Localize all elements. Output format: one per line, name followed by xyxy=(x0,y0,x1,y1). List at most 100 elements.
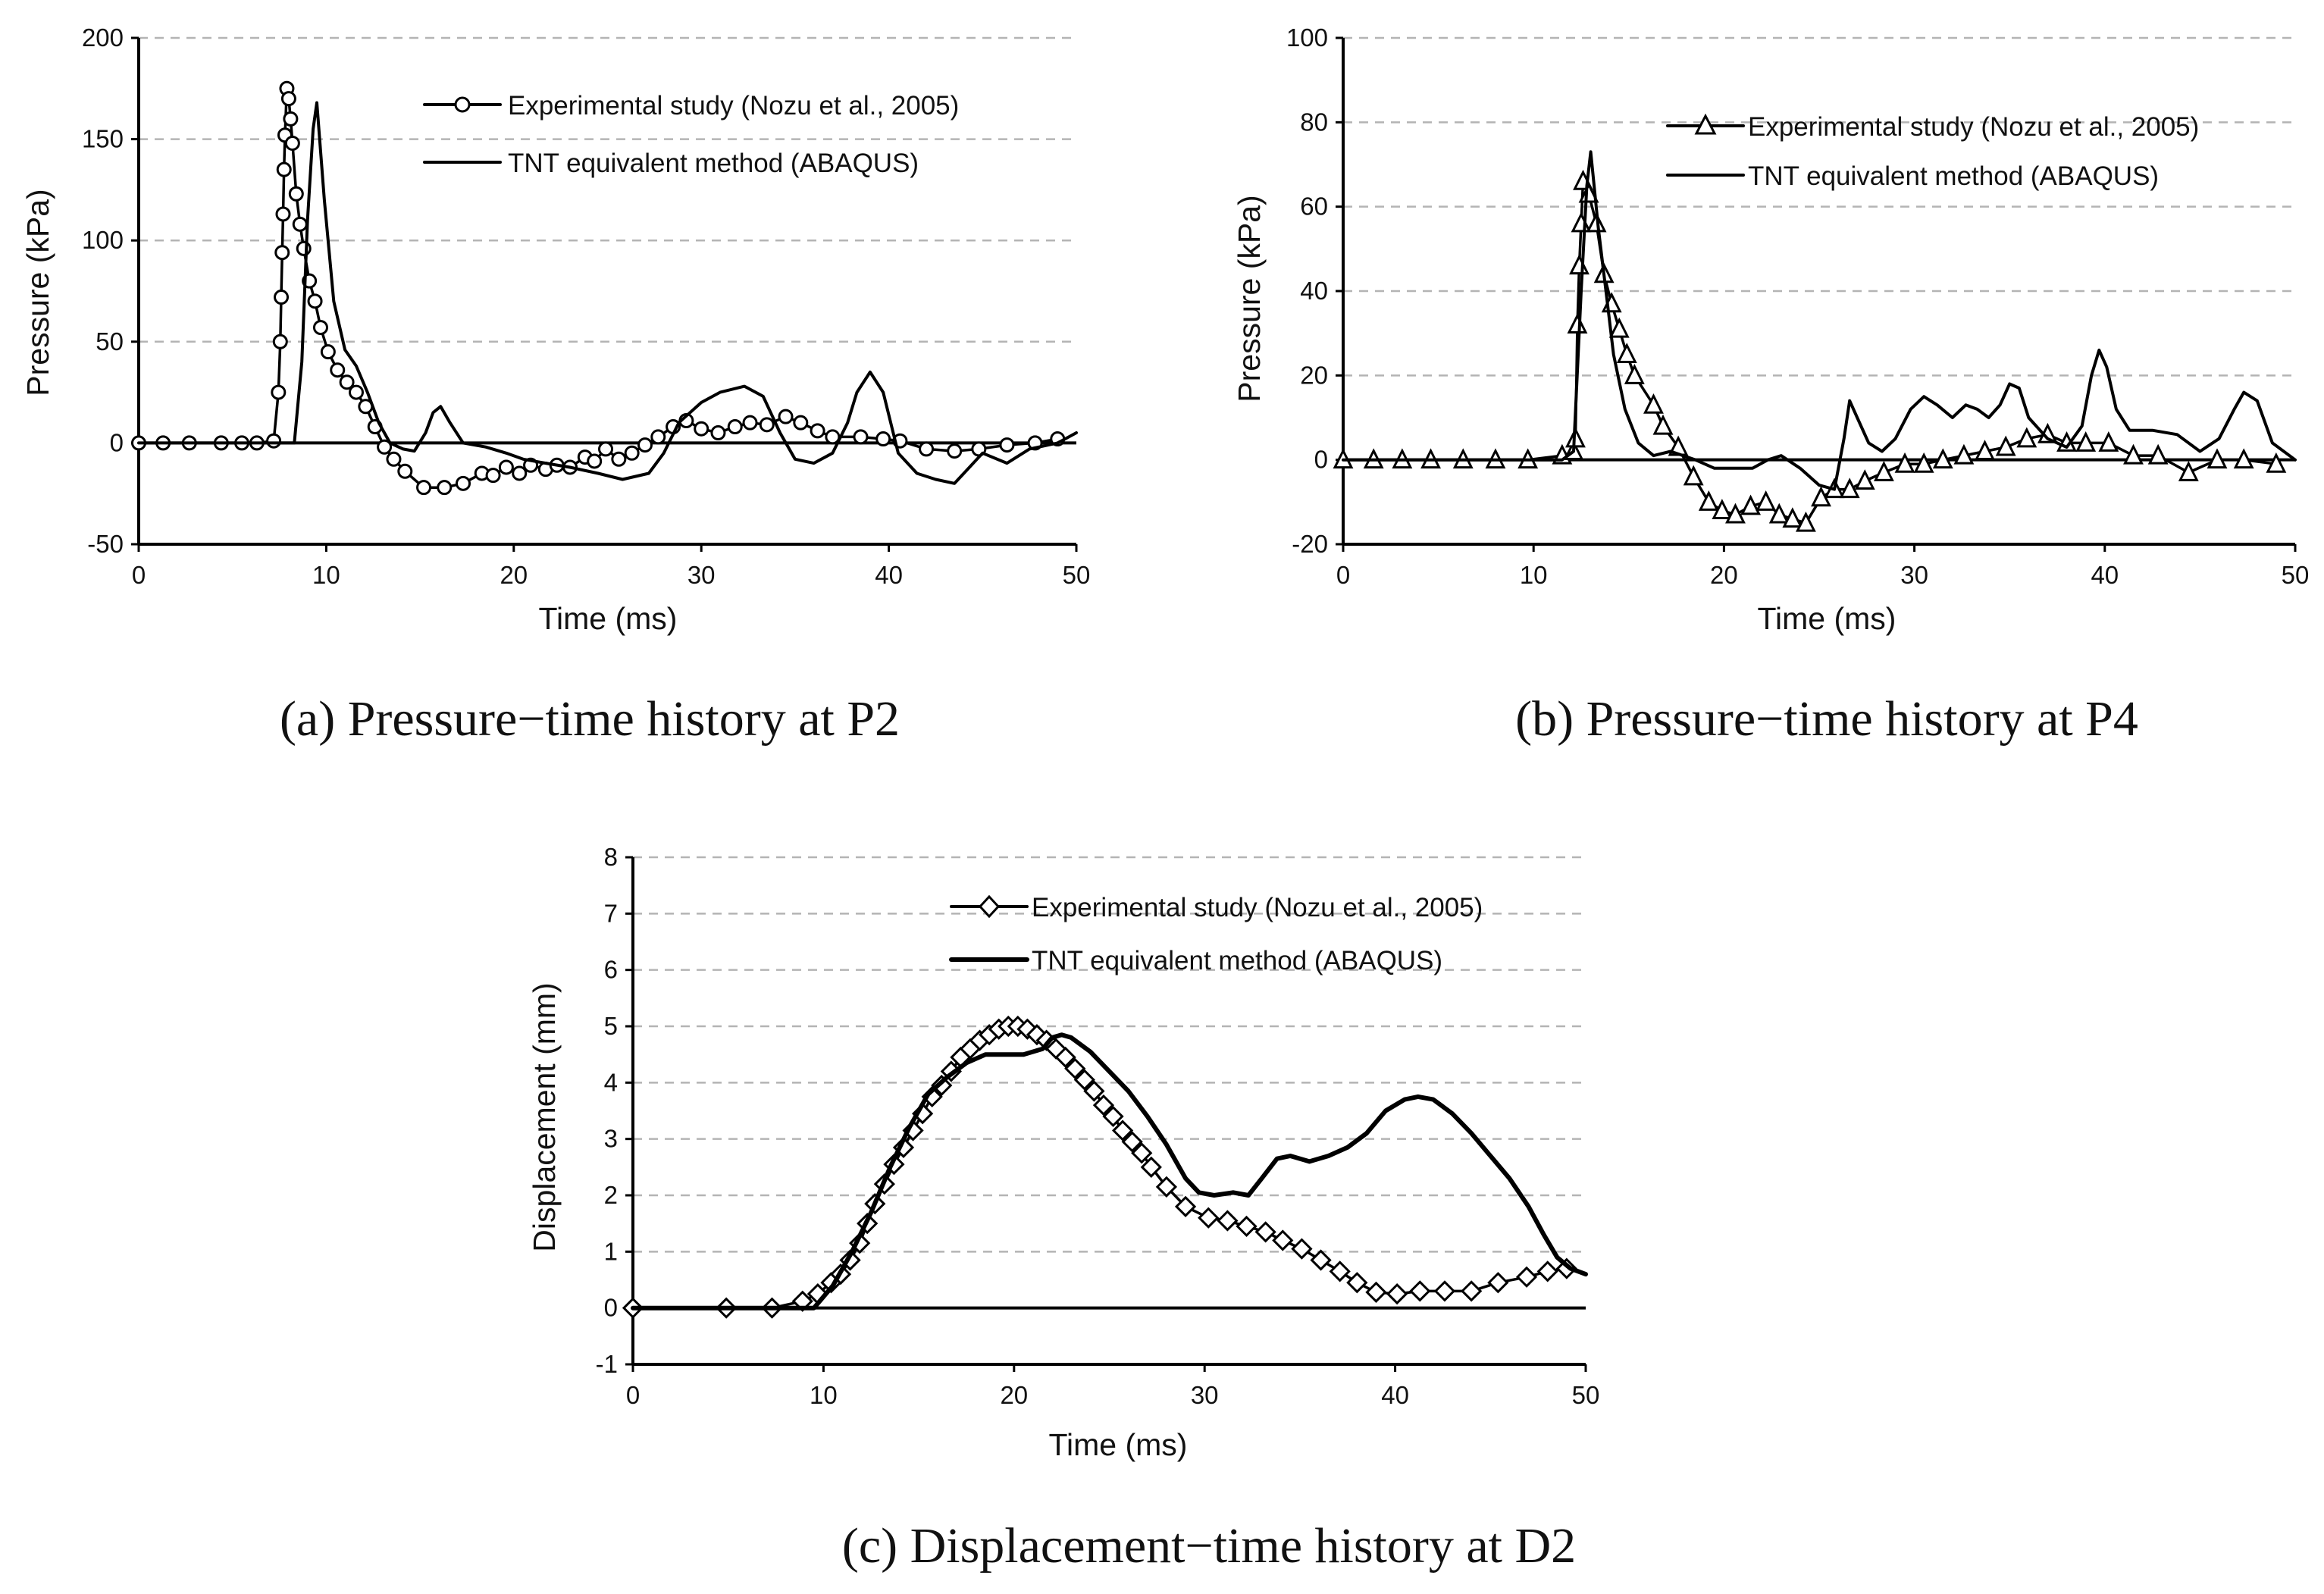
chart-c-experimental-point xyxy=(1054,1046,1076,1069)
chart-c-experimental-point xyxy=(1064,1057,1086,1079)
chart-b-x-axis-label: Time (ms) xyxy=(1758,601,1896,636)
chart-c-experimental-point xyxy=(1140,1156,1162,1178)
chart-b-experimental-point xyxy=(1608,317,1630,338)
chart-a-experimental-point xyxy=(288,186,304,202)
chart-b-experimental-point xyxy=(2016,427,2037,448)
chart-a-experimental-point xyxy=(416,480,432,496)
chart-b-experimental-point xyxy=(1571,211,1592,233)
chart-b-series-experimental-line xyxy=(1342,180,2278,525)
chart-a-experimental-point xyxy=(999,437,1015,453)
chart-a-caption: (a) Pressure−time history at P2 xyxy=(280,691,900,747)
chart-c-experimental-point xyxy=(1365,1281,1387,1303)
chart-a-x-axis-label: Time (ms) xyxy=(539,601,678,636)
chart-c-experimental-point xyxy=(1329,1260,1351,1282)
chart-c-y-tick-label: 4 xyxy=(604,1068,618,1096)
chart-b-experimental-point xyxy=(1569,254,1590,275)
chart-a-experimental-point xyxy=(397,463,413,479)
chart-b-experimental-point xyxy=(1795,511,1816,532)
chart-b-tick-labels: -20 0 20 40 60 80 100 0 10 20 30 40 50 xyxy=(1286,23,2309,589)
chart-b-experimental-point xyxy=(1652,414,1674,435)
chart-b-x-tick-label: 50 xyxy=(2282,561,2310,589)
chart-a-legend: Experimental study (Nozu et al., 2005) T… xyxy=(423,91,959,178)
chart-c-experimental-point xyxy=(1236,1215,1258,1238)
chart-a-experimental-point xyxy=(587,453,603,469)
chart-a-x-tick-label: 50 xyxy=(1063,561,1091,589)
chart-b-experimental-point xyxy=(1712,499,1733,519)
chart-b-legend-marker-experimental xyxy=(1694,113,1717,135)
chart-a-experimental-point xyxy=(694,421,709,437)
chart-b-experimental-point xyxy=(1698,490,1719,511)
chart-b-experimental-point xyxy=(1616,343,1637,363)
chart-a-y-tick-label: 200 xyxy=(82,23,124,52)
chart-a-experimental-point xyxy=(485,468,501,484)
chart-c-experimental-point xyxy=(1102,1105,1124,1128)
chart-a-legend-label-tnt: TNT equivalent method (ABAQUS) xyxy=(508,149,919,178)
chart-a-experimental-point xyxy=(320,344,336,360)
chart-b-experimental-point xyxy=(1624,363,1645,384)
chart-a-experimental-point xyxy=(875,431,891,447)
chart-c-y-tick-label: 3 xyxy=(604,1125,618,1153)
chart-a-experimental-point xyxy=(280,91,296,107)
chart-a-experimental-point xyxy=(437,480,453,496)
chart-c-experimental-point xyxy=(1111,1120,1134,1141)
chart-a-x-tick-label: 40 xyxy=(875,561,903,589)
chart-c-experimental-point xyxy=(1386,1282,1408,1305)
chart-a-experimental-point xyxy=(742,415,758,431)
chart-a-legend-label-experimental: Experimental study (Nozu et al., 2005) xyxy=(508,91,959,121)
chart-b-experimental-point xyxy=(1768,503,1790,524)
chart-b-x-tick-label: 40 xyxy=(2091,561,2119,589)
chart-a-x-tick-label: 0 xyxy=(132,561,146,589)
chart-a-experimental-point xyxy=(512,465,528,481)
chart-c-y-tick-label: 5 xyxy=(604,1012,618,1040)
chart-b-x-tick-label: 10 xyxy=(1520,561,1548,589)
chart-c-experimental-point xyxy=(1433,1280,1456,1302)
chart-a-tick-labels: -50 0 50 100 150 200 0 10 20 30 40 50 xyxy=(82,23,1090,589)
chart-a-y-tick-label: 100 xyxy=(82,226,124,254)
chart-a-experimental-point xyxy=(624,445,640,461)
chart-a-experimental-point xyxy=(330,362,346,378)
chart-b-experimental-point xyxy=(2207,448,2228,469)
chart-a-y-tick-label: 50 xyxy=(96,327,124,355)
chart-c-x-tick-label: 30 xyxy=(1191,1381,1219,1409)
chart-b-y-tick-label: 60 xyxy=(1300,193,1328,221)
chart-c-y-tick-label: 2 xyxy=(604,1181,618,1209)
chart-c-experimental-point xyxy=(1217,1210,1239,1232)
chart-a-experimental-point xyxy=(377,439,393,455)
chart-c-experimental-point xyxy=(1083,1080,1105,1102)
chart-a-y-tick-label: 150 xyxy=(82,125,124,153)
chart-a-x-tick-label: 20 xyxy=(500,561,528,589)
chart-b-experimental-point xyxy=(2147,443,2169,465)
chart-b-x-tick-label: 20 xyxy=(1710,561,1738,589)
chart-b-y-tick-label: 80 xyxy=(1300,108,1328,136)
chart-b-x-tick-label: 0 xyxy=(1336,561,1350,589)
chart-c-series-tnt-line xyxy=(631,1032,1588,1311)
chart-a-experimental-point xyxy=(598,441,614,457)
chart-c-y-tick-label: 8 xyxy=(604,843,618,871)
chart-c-experimental-point xyxy=(1092,1094,1115,1116)
chart-b-experimental-point xyxy=(1913,452,1934,473)
chart-a-experimental-point xyxy=(650,429,666,445)
chart-b-x-tick-label: 30 xyxy=(1900,561,1928,589)
chart-a-experimental-point xyxy=(274,245,290,261)
chart-a-experimental-point xyxy=(274,290,290,305)
chart-a-experimental-point xyxy=(348,384,364,400)
chart-b-experimental-point xyxy=(2075,431,2097,452)
chart-a-experimental-point xyxy=(283,111,299,127)
chart-b-experimental-point xyxy=(1567,313,1588,334)
chart-b-experimental-point xyxy=(1953,443,1975,465)
chart-b-legend-label-experimental: Experimental study (Nozu et al., 2005) xyxy=(1748,112,2199,142)
chart-b-experimental-point xyxy=(1854,469,1875,490)
chart-b-y-axis-label: Pressure (kPa) xyxy=(1232,195,1267,402)
chart-b-experimental-point xyxy=(1725,503,1746,524)
chart-b-experimental-point xyxy=(1643,393,1664,414)
chart-c-experimental-point xyxy=(1272,1229,1294,1251)
chart-c-y-tick-label: 6 xyxy=(604,956,618,984)
chart-c-experimental-point xyxy=(1254,1221,1276,1243)
chart-b-y-tick-label: 100 xyxy=(1286,23,1328,52)
chart-b-experimental-point xyxy=(1740,494,1761,515)
chart-a-experimental-point xyxy=(307,293,323,309)
chart-c-gridlines xyxy=(633,856,1586,1309)
chart-a-x-tick-label: 10 xyxy=(312,561,340,589)
chart-b-y-tick-label: 40 xyxy=(1300,277,1328,305)
